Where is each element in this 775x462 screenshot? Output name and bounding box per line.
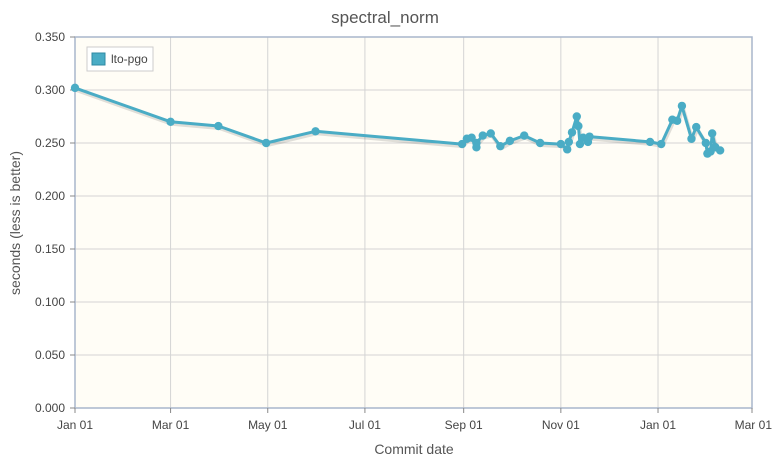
x-tick-label: Nov 01 [542,418,580,432]
y-tick-label: 0.200 [35,189,65,203]
y-axis-label: seconds (less is better) [7,151,23,295]
chart-title: spectral_norm [331,8,439,27]
x-tick-label: Jan 01 [57,418,93,432]
legend-swatch-lto-pgo[interactable] [91,52,106,66]
x-tick-label: Sep 01 [445,418,483,432]
y-axis-ticks: 0.000 0.050 0.100 0.150 0.200 0.250 0.300 0.350 [35,30,75,415]
data-point [572,112,581,121]
data-point [478,131,487,140]
y-tick-label: 0.350 [35,30,65,44]
data-point [585,132,594,141]
x-tick-label: Mar 01 [152,418,190,432]
data-point [677,101,687,111]
data-point [520,131,529,140]
plot-background [75,37,752,408]
legend[interactable]: lto-pgo [86,46,154,72]
data-point [567,128,577,137]
y-tick-label: 0.000 [35,401,65,415]
data-point [564,137,574,147]
x-axis-label: Commit date [374,441,454,457]
data-point [486,129,495,138]
data-point [657,139,666,149]
x-tick-label: Jul 01 [349,418,381,432]
legend-label-lto-pgo[interactable]: lto-pgo [111,52,148,66]
data-point [535,138,545,148]
data-point [472,138,481,148]
data-point [70,83,80,93]
data-point [563,145,572,154]
data-point [575,139,585,149]
series-layer [70,83,725,158]
y-tick-label: 0.250 [35,136,65,150]
grid [74,36,753,409]
y-tick-label: 0.300 [35,83,65,97]
x-tick-label: Jan 01 [640,418,676,432]
data-point [692,122,701,132]
data-point [645,137,655,147]
data-point [214,121,223,131]
data-point [496,141,505,151]
data-point [556,139,566,149]
x-tick-label: May 01 [248,418,288,432]
y-tick-label: 0.150 [35,242,65,256]
y-tick-label: 0.050 [35,348,65,362]
data-point [687,134,696,143]
data-point [505,136,515,146]
data-point [166,117,175,127]
data-point [707,129,717,138]
y-tick-label: 0.100 [35,295,65,309]
data-point [672,116,682,125]
data-point [311,127,320,136]
data-point [261,138,271,148]
plot-border [74,36,753,409]
data-point [701,138,711,148]
data-point [574,121,583,131]
data-point [715,146,725,155]
x-axis-ticks: Jan 01 Mar 01 May 01 Jul 01 Sep 01 Nov 01 Jan … [57,408,772,432]
x-tick-label: Mar 01 [735,418,773,432]
